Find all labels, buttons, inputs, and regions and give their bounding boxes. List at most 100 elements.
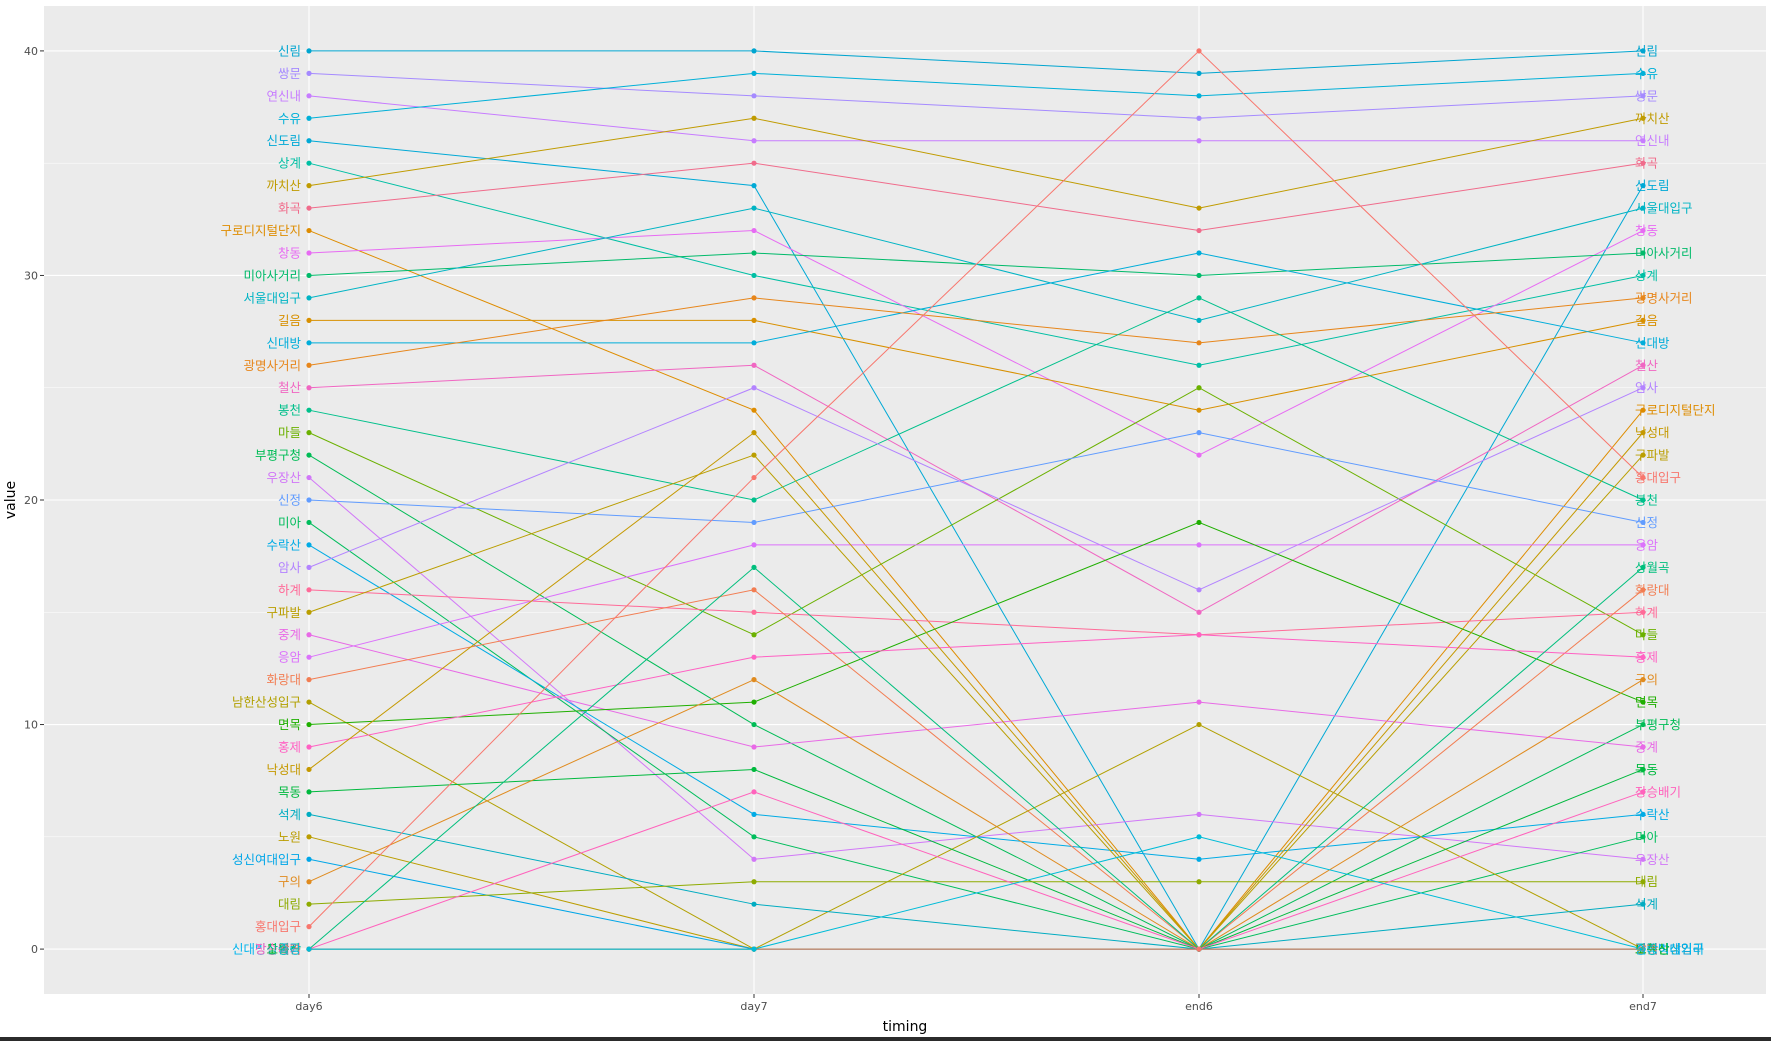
data-point [751, 452, 757, 458]
series-label-left: 남한산성입구 [232, 695, 301, 710]
data-point [306, 587, 312, 593]
data-point [1640, 587, 1646, 593]
series-label-left: 서울대입구 [243, 290, 301, 305]
data-point [306, 856, 312, 862]
series-label-left: 우장산 [266, 470, 301, 485]
data-point [1640, 227, 1646, 234]
series-line [309, 252, 1644, 344]
series-label-left: 화곡 [278, 201, 301, 216]
data-point [751, 811, 757, 817]
series-label-right: 구의 [1635, 672, 1658, 687]
series-label-left: 홍대입구 [255, 919, 301, 934]
x-axis-title: timing [883, 1019, 928, 1035]
data-point [1196, 430, 1202, 436]
data-point [306, 93, 312, 99]
series-label-right: 미아사거리 [1635, 246, 1693, 261]
data-point [1196, 205, 1202, 211]
data-point [1640, 407, 1646, 413]
series-label-right: 응암 [1635, 537, 1659, 552]
data-point [1640, 654, 1646, 660]
series-label-right: 홍제 [1635, 650, 1658, 665]
data-point [751, 587, 757, 593]
data-point [751, 205, 757, 211]
data-point [751, 744, 757, 750]
series-label-right: 광명사거리 [1635, 290, 1693, 305]
data-point [1640, 632, 1646, 638]
series-label-right: 철산 [1635, 358, 1659, 373]
data-point [751, 677, 757, 683]
series-label-right: 신정 [1635, 515, 1658, 530]
x-tick-label: day7 [740, 1000, 767, 1013]
series-label-right: 낙성대 [1635, 425, 1670, 440]
data-point [1196, 272, 1202, 279]
series-label-left: 봉천 [278, 403, 301, 418]
data-point [306, 250, 312, 256]
data-point [306, 340, 312, 346]
series-line [308, 521, 1644, 726]
data-point [306, 789, 312, 795]
data-point [1196, 946, 1202, 952]
series-label-right: 중랑 [1635, 942, 1659, 957]
data-point [1640, 115, 1646, 121]
data-point [1640, 766, 1646, 773]
data-point [751, 430, 757, 436]
data-point [306, 564, 312, 570]
data-point [1640, 946, 1646, 952]
series-line [308, 297, 1644, 501]
data-point [1640, 834, 1646, 840]
series-label-right: 강변 [1635, 942, 1658, 957]
data-point [1640, 48, 1646, 54]
data-point [751, 632, 757, 638]
series-line [309, 50, 1644, 74]
series-label-left: 응암 [278, 650, 302, 665]
data-point [751, 160, 757, 166]
data-point [306, 834, 312, 840]
series-label-right: 암사 [1635, 380, 1659, 395]
data-point [1640, 385, 1646, 391]
data-point [751, 385, 757, 391]
data-point [306, 385, 312, 391]
data-point [306, 497, 312, 503]
data-point [1196, 93, 1202, 99]
series-label-left: 철산 [278, 380, 302, 395]
series-label-right: 석계 [1635, 897, 1658, 912]
series-label-right: 중계 [1635, 740, 1658, 755]
data-point [751, 474, 757, 481]
series-line [308, 140, 1644, 951]
series-label-left: 암사 [278, 560, 302, 575]
data-point [751, 115, 757, 121]
data-point [306, 183, 312, 189]
series-label-right: 신대방 [1635, 335, 1670, 350]
data-point [306, 924, 312, 930]
data-point [1640, 205, 1646, 211]
series-line [308, 297, 1644, 366]
series-label-left: 도봉산 [266, 942, 301, 957]
series-line [308, 566, 1644, 950]
series-label-right: 면목 [1635, 695, 1658, 710]
data-point [751, 542, 757, 548]
series-label-right: 마들 [1635, 627, 1658, 642]
data-point [1640, 138, 1646, 144]
data-point [306, 744, 312, 750]
data-point [751, 654, 757, 660]
data-point [306, 272, 312, 279]
series-line [308, 881, 1643, 905]
data-point [1640, 430, 1646, 436]
data-point [1640, 317, 1646, 323]
data-point [306, 317, 312, 323]
data-point [1640, 93, 1646, 99]
data-point [751, 407, 757, 413]
data-point [306, 542, 312, 548]
series-label-left: 미아사거리 [243, 268, 301, 283]
series-label-right: 목동 [1635, 762, 1658, 777]
series-label-left: 강변 [278, 942, 301, 957]
series-line [308, 50, 1644, 927]
series-line [308, 117, 1644, 209]
data-point [306, 699, 312, 705]
data-point [751, 766, 757, 773]
series-label-right: 미아 [1635, 829, 1659, 844]
series-label-right: 대림 [1635, 874, 1658, 889]
series-line [308, 162, 1644, 232]
